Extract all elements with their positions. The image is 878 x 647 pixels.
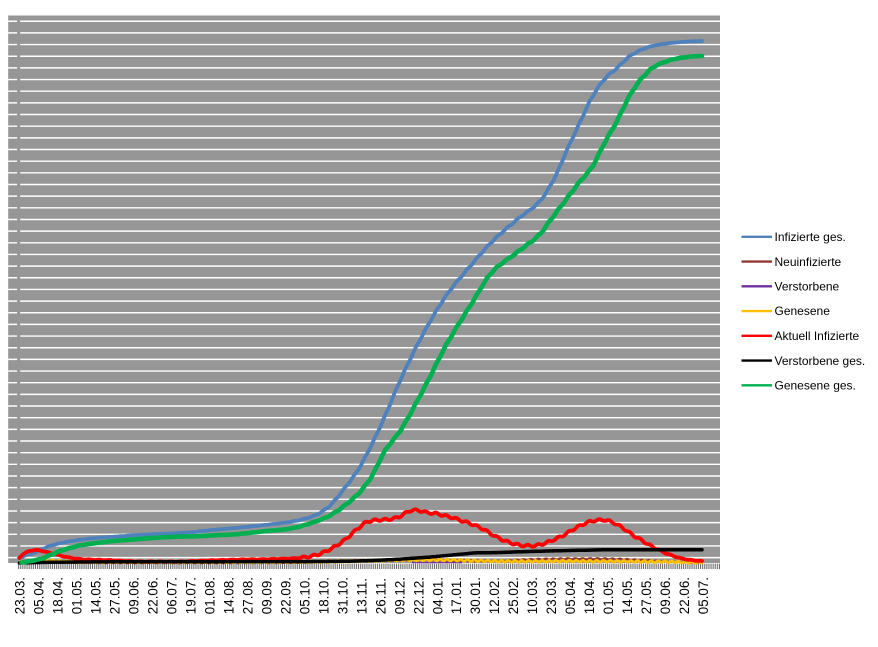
svg-text:04.01.: 04.01. [430,577,445,614]
svg-text:27.05.: 27.05. [639,577,654,614]
svg-text:Infizierte ges.: Infizierte ges. [775,230,846,244]
svg-text:19.07.: 19.07. [184,577,199,614]
svg-text:09.12.: 09.12. [392,577,407,614]
svg-text:Genesene: Genesene [775,304,831,318]
svg-text:17.01.: 17.01. [449,577,464,614]
svg-text:30.01.: 30.01. [468,577,483,614]
svg-text:18.04.: 18.04. [51,577,66,614]
svg-text:06.07.: 06.07. [165,577,180,614]
svg-text:09.09.: 09.09. [259,577,274,614]
svg-text:01.08.: 01.08. [203,577,218,614]
svg-text:22.09.: 22.09. [278,577,293,614]
svg-text:18.04.: 18.04. [582,577,597,614]
svg-text:23.03.: 23.03. [544,577,559,614]
svg-text:05.07.: 05.07. [696,577,711,614]
svg-text:27.08.: 27.08. [241,577,256,614]
svg-text:22.12.: 22.12. [411,577,426,614]
svg-text:14.08.: 14.08. [222,577,237,614]
svg-text:01.05.: 01.05. [601,577,616,614]
svg-text:27.05.: 27.05. [108,577,123,614]
svg-text:13.11.: 13.11. [354,578,369,614]
svg-text:22.06.: 22.06. [677,577,692,614]
svg-text:Neuinfizierte: Neuinfizierte [775,255,842,269]
svg-text:18.10.: 18.10. [316,577,331,614]
svg-text:05.10.: 05.10. [297,577,312,614]
svg-text:14.05.: 14.05. [89,577,104,614]
svg-text:09.06.: 09.06. [658,577,673,614]
svg-text:09.06.: 09.06. [127,577,142,614]
svg-text:Genesene ges.: Genesene ges. [775,379,856,393]
svg-text:26.11.: 26.11. [373,578,388,614]
svg-text:Verstorbene: Verstorbene [775,280,840,294]
svg-text:01.05.: 01.05. [70,577,85,614]
svg-text:14.05.: 14.05. [620,577,635,614]
svg-text:Verstorbene ges.: Verstorbene ges. [775,354,866,368]
svg-text:12.02.: 12.02. [487,577,502,614]
svg-text:23.03.: 23.03. [13,577,28,614]
svg-text:22.06.: 22.06. [146,577,161,614]
svg-text:05.04.: 05.04. [563,577,578,614]
svg-text:10.03.: 10.03. [525,577,540,614]
svg-text:Aktuell Infizierte: Aktuell Infizierte [775,329,860,343]
svg-text:05.04.: 05.04. [32,577,47,614]
svg-text:25.02.: 25.02. [506,577,521,614]
svg-text:31.10.: 31.10. [335,577,350,614]
